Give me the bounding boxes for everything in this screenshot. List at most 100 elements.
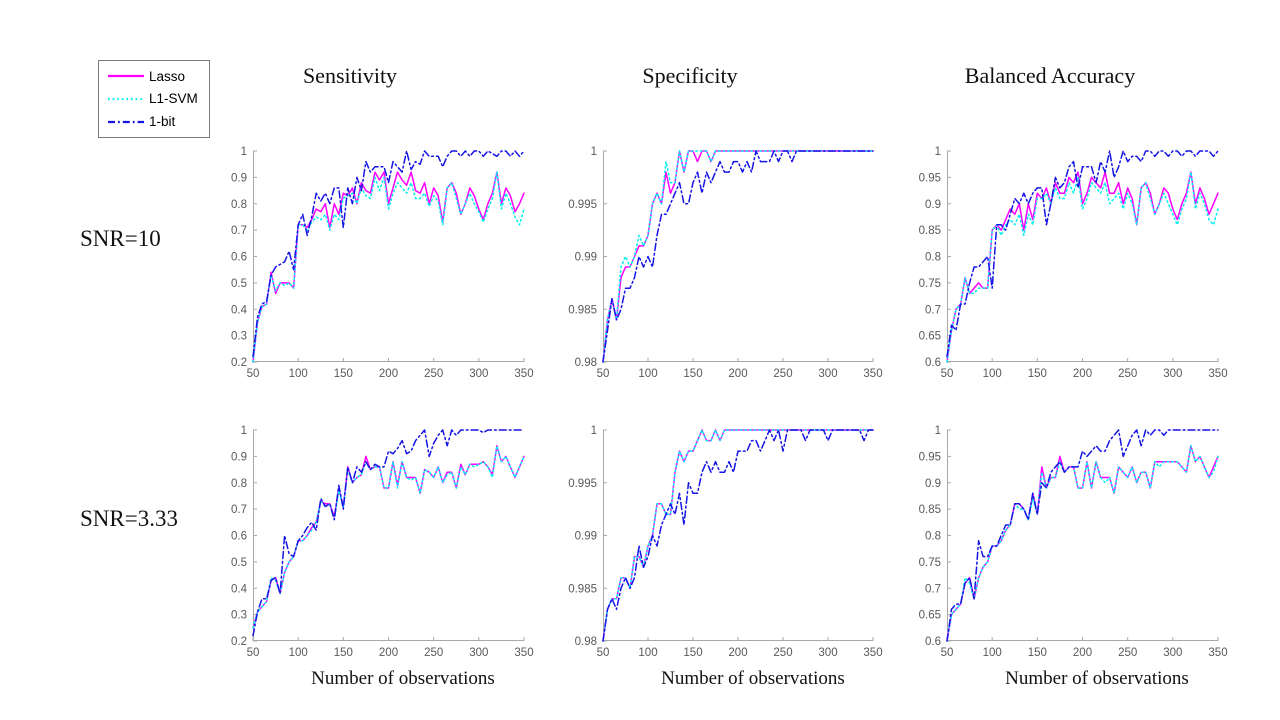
y-tick-label: 0.6 [231,531,247,543]
series-line-1-bit [946,429,1219,642]
row-label-snr10: SNR=10 [80,226,161,251]
series-line-1-bit [252,150,525,358]
chart-specificity-snr10: 50 100 150 200 250 300 350 0.98 0.985 0.99 0.995 1 [568,146,882,380]
series-line-l1-svm [946,445,1219,642]
y-tick-label: 0.5 [231,557,247,569]
x-tick-label: 350 [514,368,533,380]
x-tick-label: 300 [818,368,837,380]
x-tick-label: 150 [683,647,702,659]
x-tick-label: 50 [597,647,610,659]
x-tick-label: 250 [773,647,792,659]
y-tick-label: 0.75 [919,557,941,569]
series-line-1-bit [602,429,874,642]
y-tick-label: 0.7 [231,225,247,237]
series-line-l1-svm [252,445,525,629]
y-tick-label: 0.4 [231,583,248,595]
x-tick-label: 100 [983,368,1002,380]
x-tick-label: 100 [983,647,1002,659]
y-tick-label: 0.3 [231,331,247,343]
chart-sensitivity-snr333: 50 100 150 200 250 300 350 0.2 0.3 0.4 0.5 0.6 0.7 0.… [231,425,534,659]
x-tick-label: 200 [1073,368,1092,380]
x-tick-label: 150 [334,647,353,659]
plot-svg: 50 100 150 200 250 300 350 0.98 0.985 0.99 0.995 1 [568,146,882,380]
y-tick-label: 0.995 [568,478,597,490]
y-tick-label: 0.9 [925,199,941,211]
onebit-line-sample-icon [108,120,144,123]
x-tick-label: 100 [289,647,308,659]
y-tick-label: 1 [591,146,597,158]
x-tick-label: 200 [379,368,398,380]
y-tick-label: 0.9 [231,172,247,184]
x-tick-label: 300 [818,647,837,659]
column-title-sensitivity: Sensitivity [302,63,398,88]
x-tick-label: 150 [1028,647,1047,659]
x-tick-label: 250 [1118,647,1137,659]
x-tick-label: 200 [728,647,747,659]
legend-label-1bit: 1-bit [149,114,176,130]
x-tick-label: 250 [424,368,443,380]
y-tick-label: 0.99 [575,252,597,264]
y-tick-label: 0.985 [568,583,597,595]
x-tick-label: 350 [514,647,533,659]
x-tick-label: 250 [1118,368,1137,380]
y-tick-label: 0.95 [919,172,941,184]
x-tick-label: 300 [469,647,488,659]
y-tick-label: 1 [591,425,597,437]
x-tick-label: 50 [941,647,954,659]
x-tick-label: 100 [289,368,308,380]
y-tick-label: 0.98 [575,357,597,369]
column-title-balanced-accuracy: Balanced Accuracy [964,63,1136,88]
series-line-lasso [946,445,1219,642]
x-tick-label: 150 [334,368,353,380]
y-tick-label: 0.99 [575,531,597,543]
legend-item-lasso: Lasso [99,65,209,87]
column-title-specificity: Specificity [642,63,738,88]
plot-svg: 50 100 150 200 250 300 350 0.6 0.65 0.7 0.75 0.8 0.8… [919,146,1228,380]
y-tick-label: 0.75 [919,278,941,290]
y-tick-label: 0.9 [231,451,247,463]
series-line-1-bit [252,429,525,637]
legend-item-1bit: 1-bit [99,111,209,133]
y-tick-label: 1 [935,146,941,158]
y-tick-label: 0.8 [231,478,247,490]
y-tick-label: 1 [241,146,247,158]
x-tick-label: 350 [863,368,882,380]
x-tick-label: 250 [424,647,443,659]
series-line-1-bit [946,150,1219,358]
x-tick-label: 200 [379,647,398,659]
x-tick-label: 50 [247,368,260,380]
y-tick-label: 0.985 [568,304,597,316]
x-tick-label: 100 [638,368,657,380]
series-line-l1-svm [602,150,874,363]
xaxis-label-col1: Number of observations [311,668,495,689]
y-tick-label: 0.98 [575,636,597,648]
y-tick-label: 0.995 [568,199,597,211]
x-tick-label: 50 [597,368,610,380]
plot-svg: 50 100 150 200 250 300 350 0.98 0.985 0.99 0.995 1 [568,425,882,659]
y-tick-label: 0.95 [919,451,941,463]
legend-item-l1svm: L1-SVM [99,88,209,110]
series-line-lasso [602,150,874,363]
x-tick-label: 150 [1028,368,1047,380]
y-tick-label: 1 [241,425,247,437]
y-tick-label: 0.8 [925,531,941,543]
x-tick-label: 50 [247,647,260,659]
y-tick-label: 0.85 [919,504,941,516]
legend-box: Lasso L1-SVM 1-bit [98,60,210,138]
x-tick-label: 350 [1208,647,1227,659]
y-tick-label: 0.2 [231,636,247,648]
y-tick-label: 1 [935,425,941,437]
y-tick-label: 0.65 [919,331,941,343]
x-tick-label: 100 [638,647,657,659]
x-tick-label: 200 [1073,647,1092,659]
y-tick-label: 0.8 [925,252,941,264]
y-tick-label: 0.7 [925,583,941,595]
x-tick-label: 50 [941,368,954,380]
y-tick-label: 0.6 [925,357,941,369]
chart-sensitivity-snr10: 50 100 150 200 250 300 350 0.2 0.3 0.4 0.5 0.6 0.7 0.… [231,146,534,380]
y-tick-label: 0.6 [231,252,247,264]
y-tick-label: 0.4 [231,304,248,316]
y-tick-label: 0.7 [925,304,941,316]
y-tick-label: 0.65 [919,610,941,622]
